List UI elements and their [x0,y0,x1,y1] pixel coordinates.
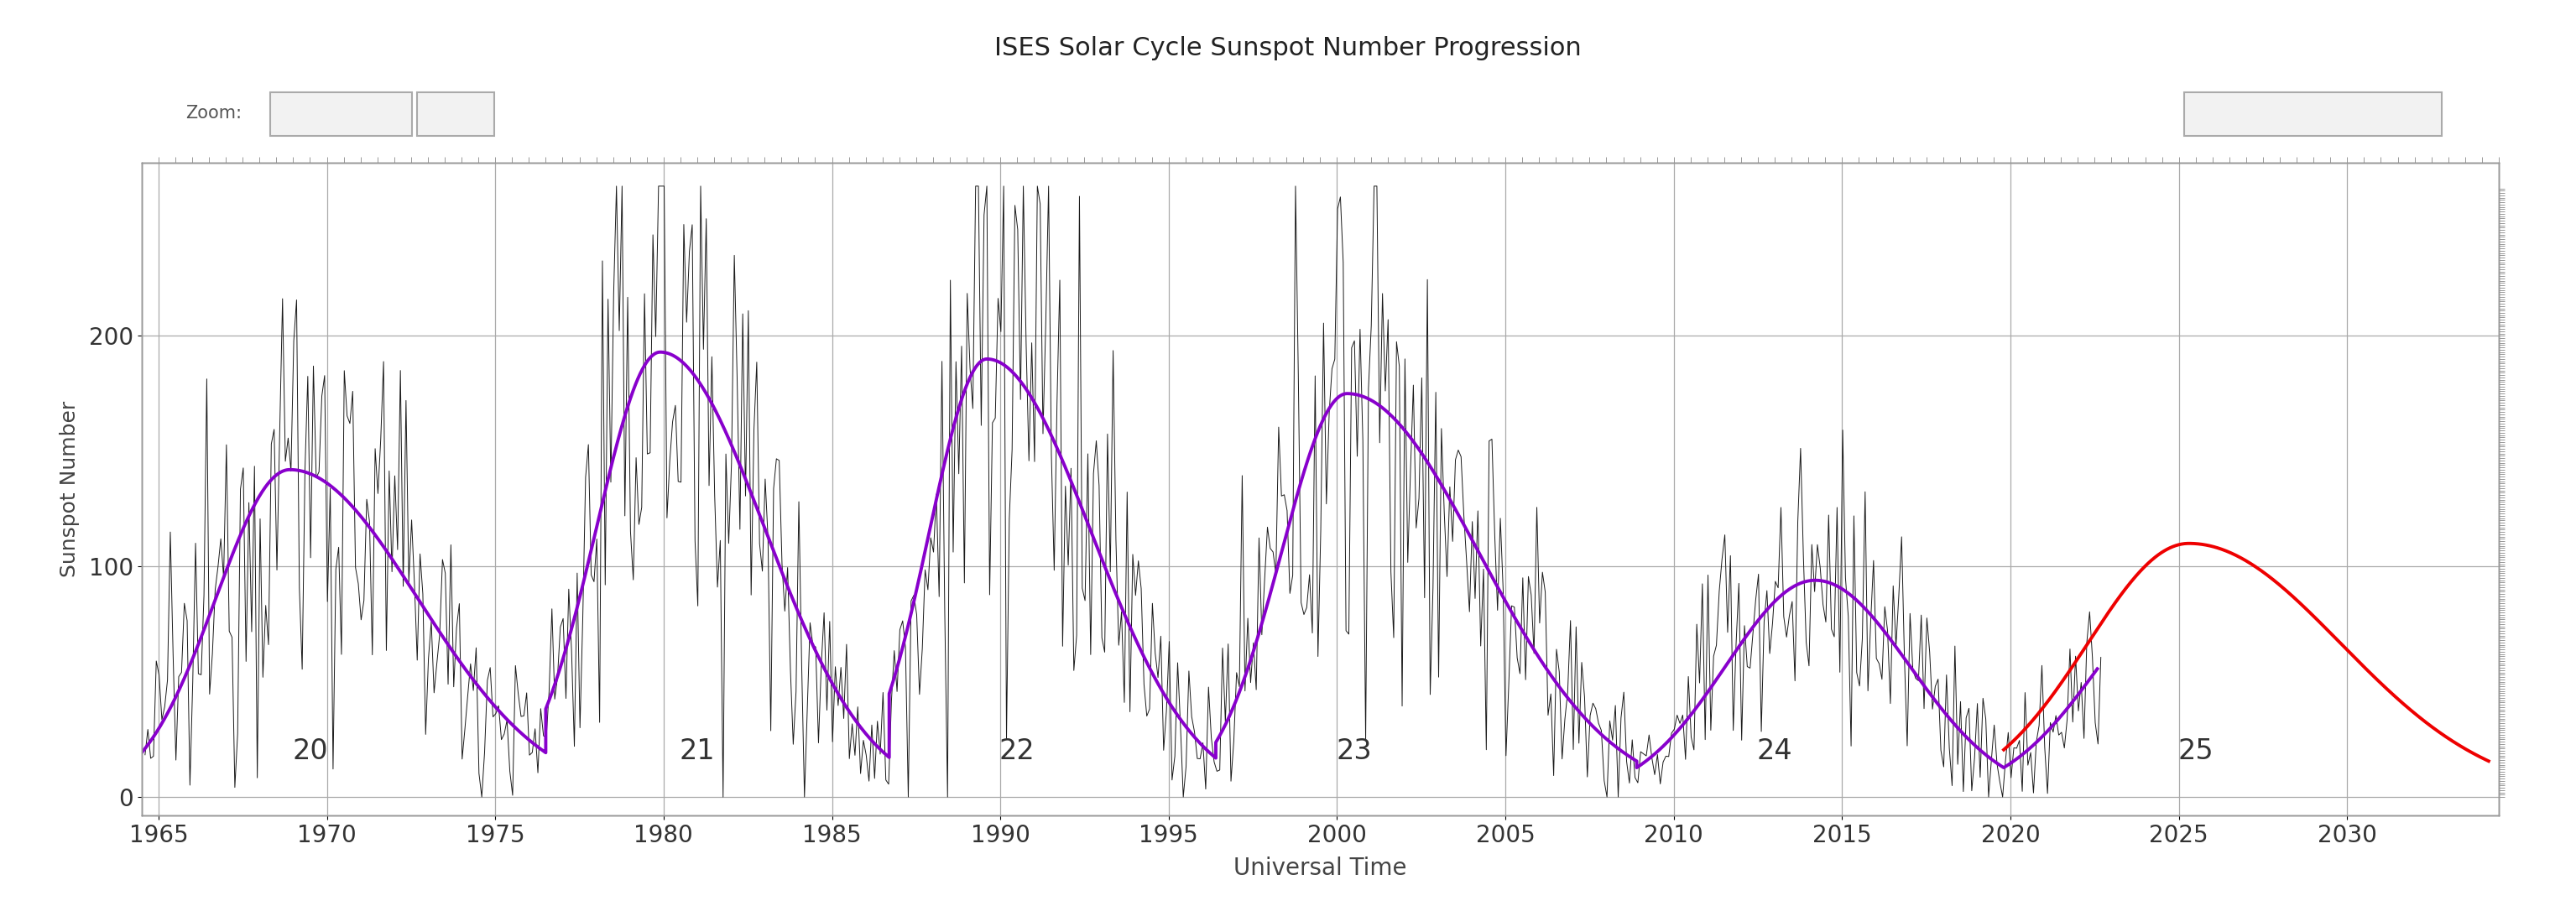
Text: Default: Default [312,106,371,122]
Y-axis label: Sunspot Number: Sunspot Number [59,401,80,577]
Text: 20: 20 [291,737,327,765]
Text: 23: 23 [1337,737,1373,765]
Text: 21: 21 [680,737,716,765]
X-axis label: Universal Time: Universal Time [1234,856,1406,880]
Text: 24: 24 [1757,737,1793,765]
Text: ISES Solar Cycle Sunspot Number Progression: ISES Solar Cycle Sunspot Number Progress… [994,36,1582,61]
Text: 22: 22 [999,737,1036,765]
Text: 25: 25 [2177,737,2213,765]
Text: Numbering On/Off: Numbering On/Off [2239,106,2388,122]
Text: All: All [446,106,466,122]
Text: Zoom:: Zoom: [185,105,242,121]
